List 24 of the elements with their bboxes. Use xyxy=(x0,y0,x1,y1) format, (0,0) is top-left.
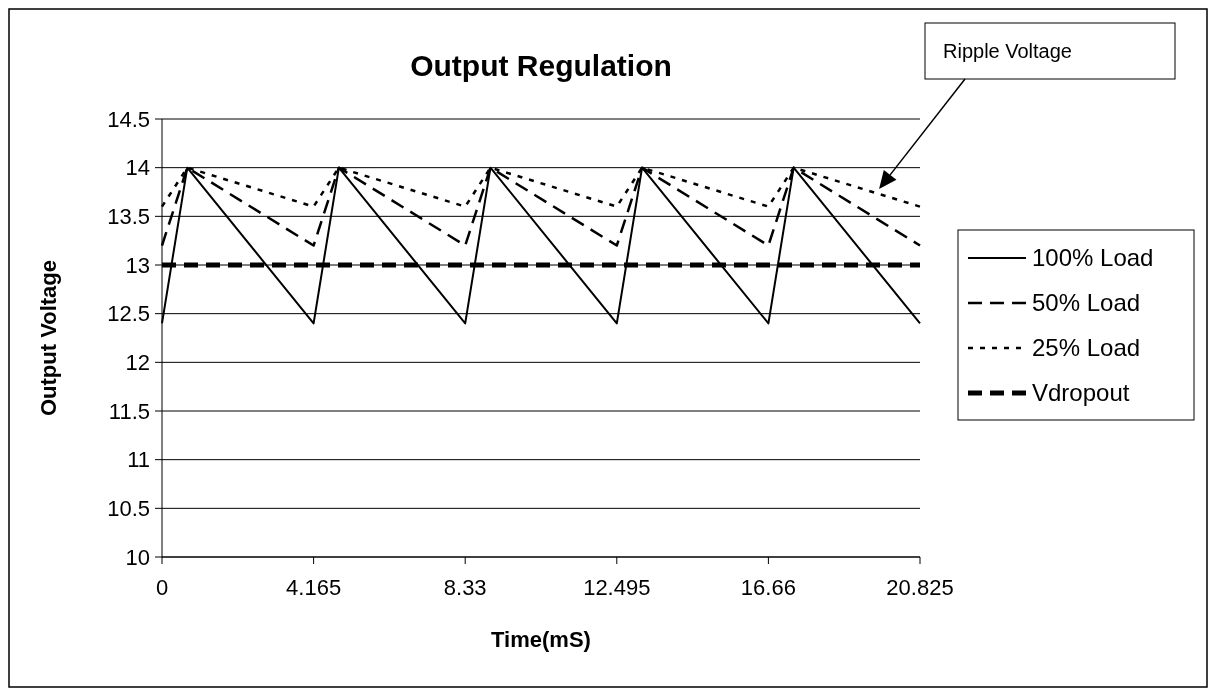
x-tick-label: 4.165 xyxy=(286,575,342,600)
legend-label: 25% Load xyxy=(1032,334,1141,362)
y-tick-label: 13.5 xyxy=(107,204,150,230)
y-tick-label: 14.5 xyxy=(107,106,150,132)
y-tick-label: 12 xyxy=(125,350,150,376)
y-axis-title: Output Voltage xyxy=(36,259,61,417)
chart-title: Output Regulation xyxy=(410,49,672,82)
x-tick-label: 0 xyxy=(155,575,169,600)
x-tick-label: 20.825 xyxy=(886,575,954,600)
text: Ripple Voltage xyxy=(943,40,1072,62)
legend-label: 100% Load xyxy=(1032,244,1154,272)
legend-label: Vdropout xyxy=(1032,379,1130,407)
y-tick-label: 12.5 xyxy=(107,301,150,327)
x-tick-label: 16.66 xyxy=(740,575,796,600)
y-tick-label: 10 xyxy=(125,544,150,570)
x-axis-title: Time(mS) xyxy=(491,627,591,652)
y-tick-label: 10.5 xyxy=(107,496,150,522)
y-tick-label: 11.5 xyxy=(108,398,150,424)
x-tick-label: 8.33 xyxy=(443,575,487,600)
y-tick-label: 11 xyxy=(127,447,150,473)
y-tick-label: 14 xyxy=(125,155,150,181)
x-tick-label: 12.495 xyxy=(583,575,651,600)
legend-label: 50% Load xyxy=(1032,289,1141,317)
y-tick-label: 13 xyxy=(125,252,150,278)
